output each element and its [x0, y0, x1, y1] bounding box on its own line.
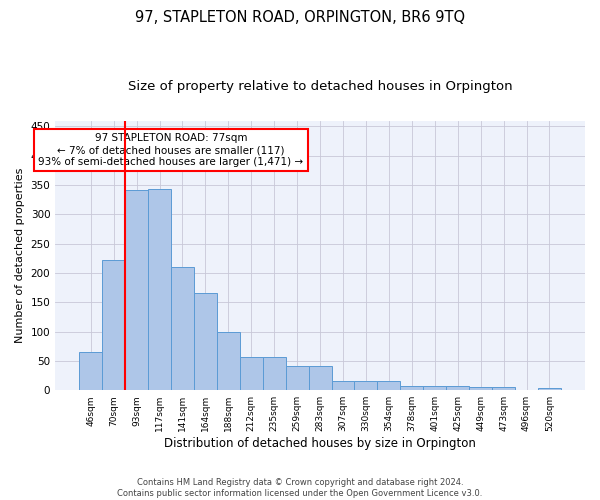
Bar	[102, 260, 125, 390]
Title: Size of property relative to detached houses in Orpington: Size of property relative to detached ho…	[128, 80, 512, 93]
Bar	[125, 190, 148, 390]
Bar	[148, 189, 171, 390]
Bar	[423, 386, 446, 390]
Bar	[194, 294, 217, 390]
Text: Contains HM Land Registry data © Crown copyright and database right 2024.
Contai: Contains HM Land Registry data © Crown c…	[118, 478, 482, 498]
Bar	[446, 386, 469, 390]
Bar	[469, 388, 492, 390]
Y-axis label: Number of detached properties: Number of detached properties	[15, 168, 25, 343]
Bar	[355, 382, 377, 390]
Bar	[492, 388, 515, 390]
X-axis label: Distribution of detached houses by size in Orpington: Distribution of detached houses by size …	[164, 437, 476, 450]
Bar	[217, 332, 240, 390]
Text: 97 STAPLETON ROAD: 77sqm
← 7% of detached houses are smaller (117)
93% of semi-d: 97 STAPLETON ROAD: 77sqm ← 7% of detache…	[38, 134, 304, 166]
Bar	[400, 386, 423, 390]
Bar	[308, 366, 332, 390]
Text: 97, STAPLETON ROAD, ORPINGTON, BR6 9TQ: 97, STAPLETON ROAD, ORPINGTON, BR6 9TQ	[135, 10, 465, 25]
Bar	[171, 267, 194, 390]
Bar	[286, 366, 308, 390]
Bar	[538, 388, 561, 390]
Bar	[377, 382, 400, 390]
Bar	[263, 358, 286, 390]
Bar	[240, 358, 263, 390]
Bar	[332, 382, 355, 390]
Bar	[79, 352, 102, 390]
